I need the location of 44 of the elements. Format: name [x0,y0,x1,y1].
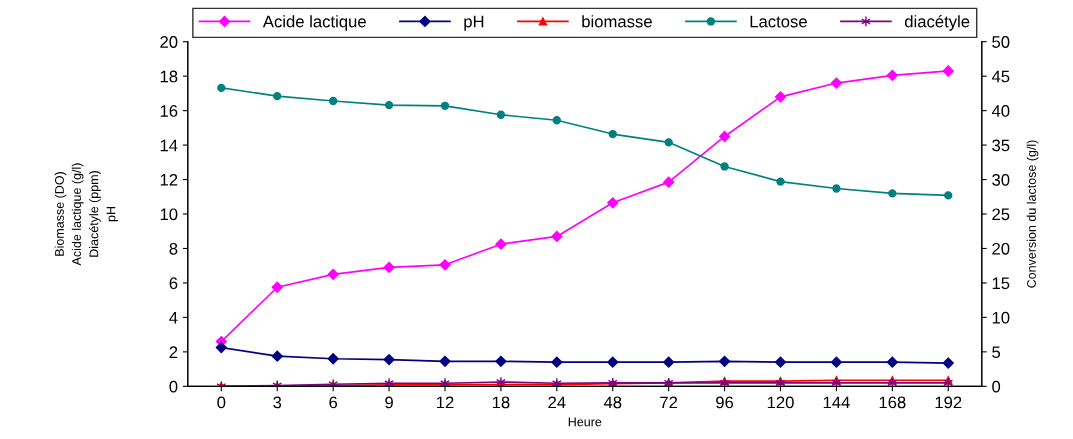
y2-tick-label: 30 [992,173,1010,186]
x-tick-label: 72 [660,396,678,409]
y2-tick-label: 35 [992,139,1010,152]
y2-tick-label: 10 [992,311,1010,324]
y-tick-label: 0 [169,380,178,393]
legend-label: pH [464,15,484,31]
y2-tick-label: 50 [992,36,1010,48]
y-axis-title: Biomasse (DO) Acide lactique (g/l) Diacétyle (ppm) pH [54,163,118,266]
y-tick-label: 10 [160,208,178,221]
x-axis-title: Heure [568,417,602,427]
x-tick-label: 168 [879,396,906,409]
x-tick-label: 96 [716,396,734,409]
y-tick-label: 6 [169,277,178,290]
y2-axis-title: Conversion du lactose (g/l) [1026,140,1039,288]
x-tick-label: 120 [767,396,794,409]
x-tick-label: 48 [603,396,622,409]
y-tick-label: 2 [169,346,178,358]
y2-tick-label: 15 [992,277,1010,290]
x-tick-label: 144 [823,396,850,409]
y2-tick-label: 40 [991,105,1010,117]
x-tick-label: 12 [437,396,454,409]
x-tick-label: 192 [935,396,962,409]
legend-label: Acide lactique [262,15,366,31]
legend-label: biomasse [582,15,652,28]
x-tick-label: 9 [385,396,393,409]
y-tick-label: 18 [160,70,178,83]
y2-tick-label: 20 [992,242,1010,255]
x-tick-label: 24 [548,396,566,409]
y2-tick-label: 45 [991,70,1010,83]
y-tick-label: 14 [160,139,178,152]
x-tick-label: 18 [492,396,510,409]
y2-tick-label: 0 [992,380,1001,393]
y-tick-label: 16 [160,105,178,117]
y2-tick-label: 25 [992,208,1010,221]
y-tick-label: 8 [169,242,178,255]
x-tick-label: 3 [273,396,282,409]
y2-tick-label: 5 [992,346,1001,359]
y-tick-label: 12 [160,173,178,186]
y-tick-label: 4 [169,311,178,324]
y-tick-label: 20 [160,36,178,48]
legend-label: Lactose [750,15,807,28]
x-tick-label: 0 [217,396,226,409]
x-tick-label: 6 [329,396,338,409]
legend-label: diacétyle [904,15,970,31]
